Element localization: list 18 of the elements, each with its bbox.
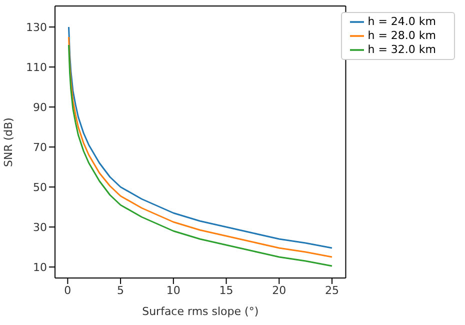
- x-tick-label: 20: [272, 284, 286, 297]
- x-tick-label: 25: [324, 284, 339, 297]
- x-axis-title: Surface rms slope (°): [142, 305, 259, 318]
- y-tick-label: 90: [33, 100, 47, 114]
- y-tick-label: 70: [33, 140, 47, 154]
- legend-label: h = 28.0 km: [368, 29, 436, 42]
- y-axis-title: SNR (dB): [2, 118, 15, 167]
- x-tick-label: 5: [117, 284, 124, 297]
- y-tick-label: 50: [33, 180, 47, 194]
- y-tick-label: 30: [33, 220, 47, 234]
- y-tick-label: 10: [33, 260, 47, 274]
- x-tick-label: 10: [166, 284, 180, 297]
- y-tick-label: 110: [26, 60, 47, 74]
- legend-label: h = 24.0 km: [368, 15, 436, 28]
- x-tick-label: 15: [219, 284, 234, 297]
- x-tick-label: 0: [64, 284, 72, 297]
- y-tick-label: 130: [26, 20, 47, 34]
- legend-label: h = 32.0 km: [368, 43, 436, 56]
